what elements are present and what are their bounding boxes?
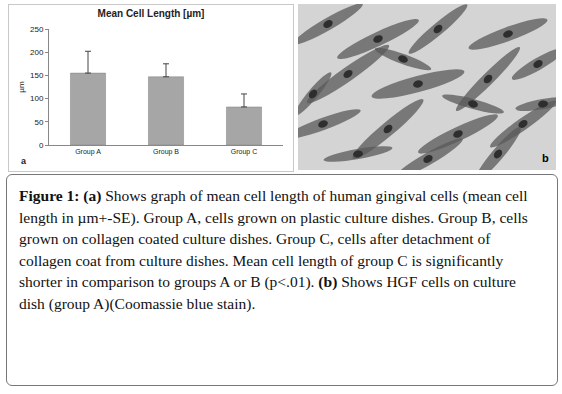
svg-text:50: 50 <box>34 118 43 127</box>
svg-text:0: 0 <box>39 141 44 150</box>
svg-text:250: 250 <box>30 25 44 34</box>
svg-text:200: 200 <box>30 48 44 57</box>
svg-text:Group A: Group A <box>75 148 101 156</box>
svg-text:Mean Cell Length [µm]: Mean Cell Length [µm] <box>98 8 205 19</box>
svg-text:Group B: Group B <box>153 148 179 156</box>
svg-text:b: b <box>542 152 549 164</box>
svg-text:Group C: Group C <box>231 148 257 156</box>
html-text:Figure 1: (a) Shows graph of m: Figure 1: (a) Shows graph of mean cell l… <box>19 187 528 312</box>
svg-text:150: 150 <box>30 71 44 80</box>
svg-text:a: a <box>21 156 27 166</box>
svg-text:100: 100 <box>30 94 44 103</box>
svg-text:µm: µm <box>17 81 26 93</box>
